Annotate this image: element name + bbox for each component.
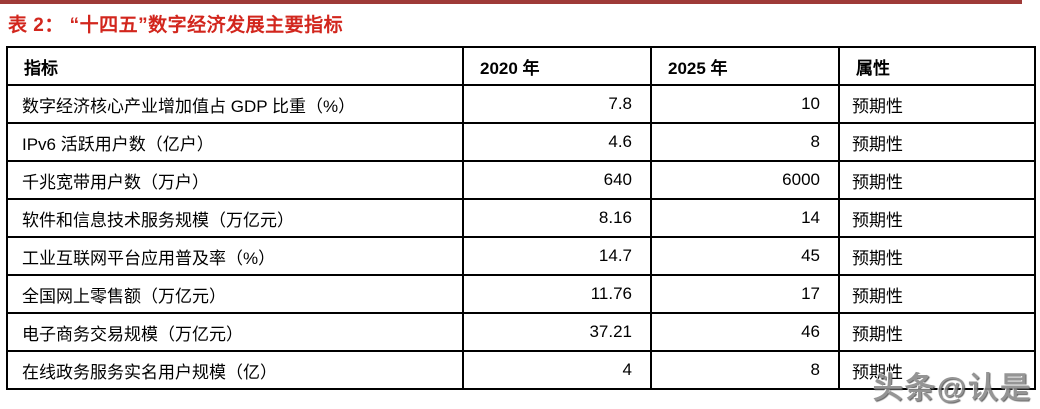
column-header-2020: 2020 年: [462, 46, 652, 86]
attribute-cell: 预期性: [838, 312, 1036, 352]
table-row: 在线政务服务实名用户规模（亿） 4 8 预期性: [6, 350, 1036, 390]
attribute-cell: 预期性: [838, 84, 1036, 124]
value-2025-cell: 46: [650, 312, 840, 352]
table-row: 软件和信息技术服务规模（万亿元） 8.16 14 预期性: [6, 198, 1036, 238]
value-2020-cell: 37.21: [462, 312, 652, 352]
table-row: 数字经济核心产业增加值占 GDP 比重（%） 7.8 10 预期性: [6, 84, 1036, 124]
table-title: 表 2： “十四五”数字经济发展主要指标: [8, 15, 344, 36]
table-row: 全国网上零售额（万亿元） 11.76 17 预期性: [6, 274, 1036, 314]
table-row: 电子商务交易规模（万亿元） 37.21 46 预期性: [6, 312, 1036, 352]
table-row: 工业互联网平台应用普及率（%） 14.7 45 预期性: [6, 236, 1036, 276]
attribute-cell: 预期性: [838, 198, 1036, 238]
value-2025-cell: 8: [650, 350, 840, 390]
attribute-cell: 预期性: [838, 274, 1036, 314]
column-header-attribute: 属性: [838, 46, 1036, 86]
indicator-table: 指标 2020 年 2025 年 属性 数字经济核心产业增加值占 GDP 比重（…: [6, 46, 1036, 390]
column-header-indicator: 指标: [6, 46, 464, 86]
value-2020-cell: 640: [462, 160, 652, 200]
indicator-cell: IPv6 活跃用户数（亿户）: [6, 122, 464, 162]
indicator-cell: 软件和信息技术服务规模（万亿元）: [6, 198, 464, 238]
table-row: IPv6 活跃用户数（亿户） 4.6 8 预期性: [6, 122, 1036, 162]
value-2020-cell: 7.8: [462, 84, 652, 124]
value-2025-cell: 14: [650, 198, 840, 238]
value-2020-cell: 8.16: [462, 198, 652, 238]
indicator-cell: 全国网上零售额（万亿元）: [6, 274, 464, 314]
value-2020-cell: 4.6: [462, 122, 652, 162]
value-2020-cell: 11.76: [462, 274, 652, 314]
indicator-cell: 工业互联网平台应用普及率（%）: [6, 236, 464, 276]
value-2025-cell: 17: [650, 274, 840, 314]
top-accent-bar: [0, 0, 1022, 4]
indicator-cell: 电子商务交易规模（万亿元）: [6, 312, 464, 352]
indicator-cell: 千兆宽带用户数（万户）: [6, 160, 464, 200]
value-2025-cell: 8: [650, 122, 840, 162]
value-2020-cell: 4: [462, 350, 652, 390]
attribute-cell: 预期性: [838, 236, 1036, 276]
table-row: 千兆宽带用户数（万户） 640 6000 预期性: [6, 160, 1036, 200]
value-2020-cell: 14.7: [462, 236, 652, 276]
column-header-2025: 2025 年: [650, 46, 840, 86]
attribute-cell: 预期性: [838, 160, 1036, 200]
value-2025-cell: 6000: [650, 160, 840, 200]
attribute-cell: 预期性: [838, 350, 1036, 390]
table-header-row: 指标 2020 年 2025 年 属性: [6, 46, 1036, 86]
indicator-cell: 在线政务服务实名用户规模（亿）: [6, 350, 464, 390]
value-2025-cell: 45: [650, 236, 840, 276]
indicator-cell: 数字经济核心产业增加值占 GDP 比重（%）: [6, 84, 464, 124]
value-2025-cell: 10: [650, 84, 840, 124]
attribute-cell: 预期性: [838, 122, 1036, 162]
